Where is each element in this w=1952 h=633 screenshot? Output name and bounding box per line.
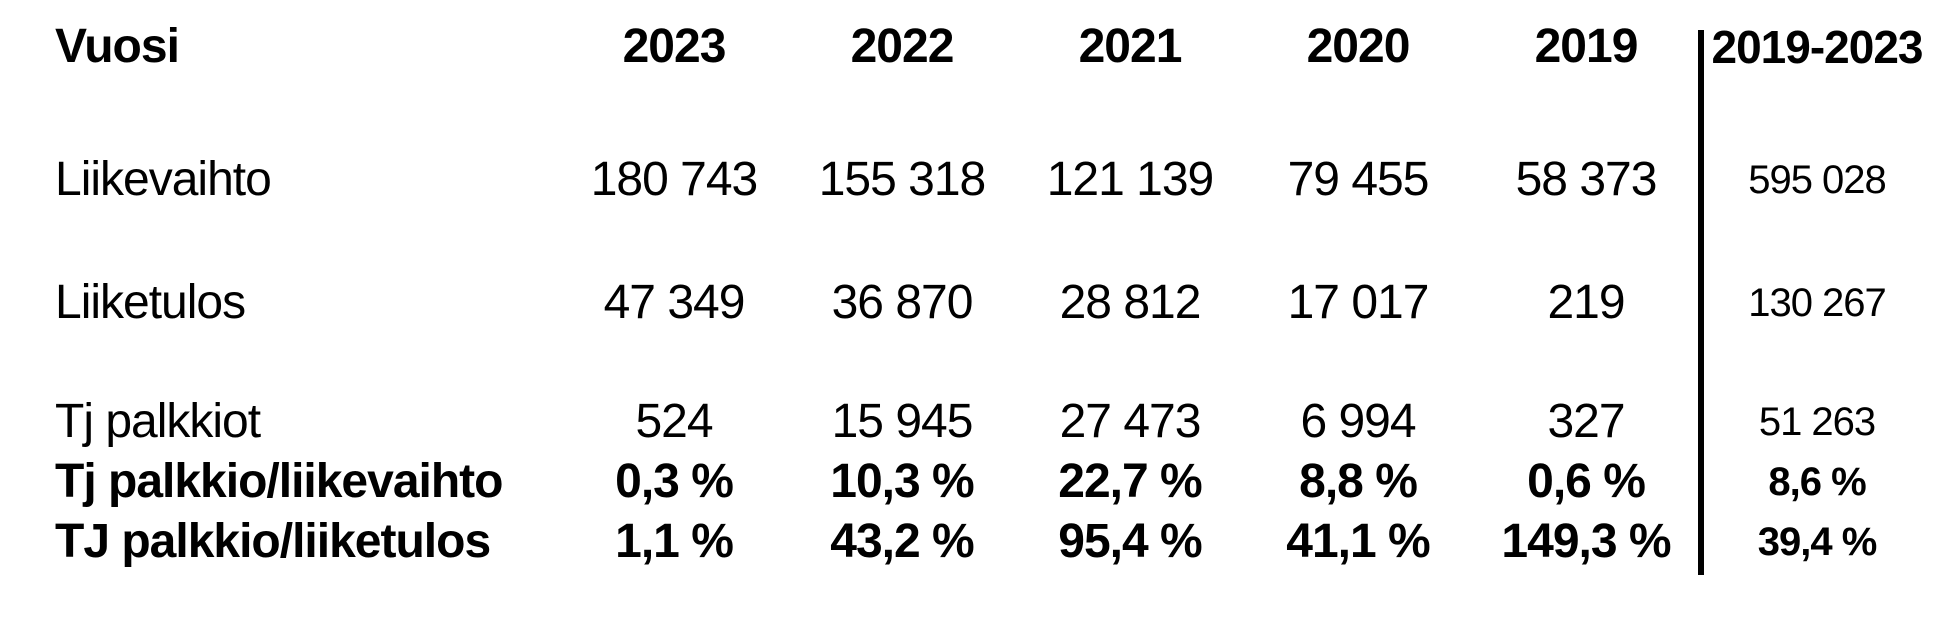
cell: 28 812 <box>1059 276 1202 329</box>
cell: 15 945 <box>831 395 974 448</box>
header-cell-2019-2023: 2019-2023 <box>1711 21 1924 73</box>
cell: 41,1 % <box>1286 515 1430 568</box>
cell: 47 349 <box>603 276 746 329</box>
cell: 0,6 % <box>1527 455 1646 508</box>
header-cell-2023: 2023 <box>622 20 727 73</box>
cell: 0,3 % <box>615 455 734 508</box>
header-cell-2021: 2021 <box>1078 20 1183 73</box>
cell: 1,1 % <box>615 515 734 568</box>
cell: 327 <box>1547 395 1625 448</box>
cell: 27 473 <box>1059 395 1202 448</box>
row-label: Liikevaihto <box>55 153 272 206</box>
table-row-liiketulos: Liiketulos 47 349 36 870 28 812 17 017 2… <box>0 275 1952 331</box>
table-row-liikevaihto: Liikevaihto 180 743 155 318 121 139 79 4… <box>0 152 1952 208</box>
header-cell-2022: 2022 <box>850 20 955 73</box>
row-label: TJ palkkio/liiketulos <box>55 515 491 568</box>
summary-cell: 130 267 <box>1748 281 1887 325</box>
cell: 17 017 <box>1287 276 1430 329</box>
cell: 121 139 <box>1046 153 1215 206</box>
cell: 95,4 % <box>1058 515 1202 568</box>
header-cell-year-label: Vuosi <box>55 20 180 73</box>
row-label: Tj palkkiot <box>55 395 261 448</box>
cell: 219 <box>1547 276 1625 329</box>
summary-column-divider-line <box>1698 30 1704 575</box>
cell: 10,3 % <box>830 455 974 508</box>
cell: 6 994 <box>1300 395 1416 448</box>
table-row-tj-palkkio-liikevaihto: Tj palkkio/liikevaihto 0,3 % 10,3 % 22,7… <box>0 454 1952 510</box>
cell: 36 870 <box>831 276 974 329</box>
row-label: Tj palkkio/liikevaihto <box>55 455 503 508</box>
summary-cell: 595 028 <box>1748 158 1887 202</box>
summary-cell: 8,6 % <box>1768 460 1866 504</box>
cell: 180 743 <box>590 153 759 206</box>
table-row-tj-palkkio-liiketulos: TJ palkkio/liiketulos 1,1 % 43,2 % 95,4 … <box>0 514 1952 570</box>
cell: 8,8 % <box>1299 455 1418 508</box>
cell: 58 373 <box>1515 153 1658 206</box>
cell: 524 <box>635 395 713 448</box>
header-cell-2019: 2019 <box>1534 20 1639 73</box>
summary-cell: 39,4 % <box>1757 520 1878 564</box>
header-cell-2020: 2020 <box>1306 20 1411 73</box>
row-label: Liiketulos <box>55 276 246 329</box>
summary-cell: 51 263 <box>1758 400 1876 444</box>
cell: 155 318 <box>818 153 987 206</box>
table-row-tj-palkkiot: Tj palkkiot 524 15 945 27 473 6 994 327 … <box>0 394 1952 450</box>
cell: 43,2 % <box>830 515 974 568</box>
cell: 79 455 <box>1287 153 1430 206</box>
cell: 149,3 % <box>1501 515 1671 568</box>
cell: 22,7 % <box>1058 455 1202 508</box>
table-header-row: Vuosi 2023 2022 2021 2020 2019 2019-2023 <box>0 19 1952 75</box>
